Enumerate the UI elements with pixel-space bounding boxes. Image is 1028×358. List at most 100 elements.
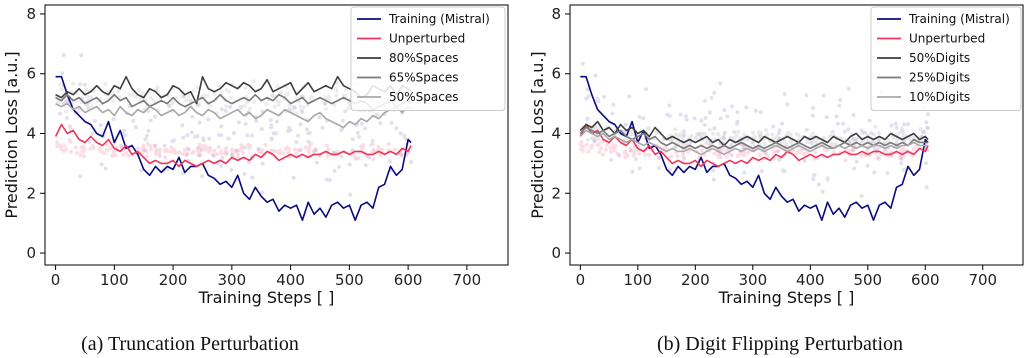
panel-caption: (a) Truncation Perturbation [81,333,299,355]
scatter-point [142,148,147,153]
scatter-point [859,128,864,133]
scatter-point [305,127,309,132]
scatter-point [75,150,80,155]
scatter-point [81,145,86,150]
scatter-point [317,115,322,120]
scatter-point [197,142,202,147]
scatter-point [291,105,296,110]
legend: Training (Mistral) Unperturbed 50%Digits 25… [870,6,1022,111]
scatter-point [811,173,816,178]
panel-digit-flipping: 0 100 200 300 400 500 600 700 0 2 4 6 8 Training Step… [528,4,1024,355]
scatter-point [759,131,764,136]
scatter-point [813,150,818,155]
scatter-point [195,149,200,154]
scatter-point [289,105,294,109]
scatter-point [580,149,585,154]
scatter-point [171,147,176,152]
scatter-point [920,130,925,135]
scatter-point [370,149,375,154]
scatter-point [85,94,90,99]
x-tick-label: 600 [394,271,423,289]
scatter-point [843,158,848,163]
scatter-point [182,148,187,153]
scatter-point [667,103,672,108]
scatter-point [206,148,211,152]
scatter-point [111,117,116,122]
scatter-point [230,150,235,155]
x-tick-label: 400 [796,271,825,289]
scatter-point [242,103,247,108]
scatter-point [924,161,929,166]
scatter-point [144,154,149,159]
legend-label: Unperturbed [909,32,985,46]
scatter-point [673,127,678,132]
scatter-point [751,130,755,135]
scatter-point [236,148,241,153]
scatter-point [578,147,583,152]
scatter-point [851,148,856,153]
scatter-point [286,150,291,155]
scatter-point [637,114,642,119]
scatter-point [87,96,92,101]
scatter-point [673,133,678,138]
scatter-point [810,113,815,118]
scatter-point [55,140,60,145]
scatter-point [628,132,632,137]
scatter-point [322,101,327,106]
x-axis-label: Training Steps [ ] [198,288,335,307]
scatter-point [287,147,292,152]
scatter-point [307,147,311,152]
axes-frame [44,4,509,266]
scatter-point [154,148,159,153]
scatter-point [228,105,233,109]
scatter-point [595,143,600,147]
scatter-point [136,146,141,151]
scatter-point [388,159,392,164]
scatter-point [269,125,274,130]
legend-label: 10%Digits [909,90,970,104]
scatter-point [584,142,589,147]
scatter-point [233,149,238,154]
scatter-point [753,108,758,113]
scatter-point [334,88,339,93]
scatter-point [838,98,843,103]
scatter-point [829,142,834,146]
scatter-point [291,175,296,180]
scatter-point [802,151,806,156]
scatter-point [654,130,659,135]
scatter-point [197,153,202,158]
scatter-point [219,149,223,154]
scatter-point [678,112,683,117]
scatter-point [177,150,182,155]
scatter-point [230,153,235,158]
scatter-point [901,154,906,159]
scatter-point [331,150,336,155]
scatter-point [898,155,903,160]
scatter-point [681,152,686,157]
scatter-point [174,95,179,100]
scatter-point [780,121,784,126]
scatter-point [81,154,86,159]
scatter-point [140,149,145,154]
scatter-point [876,131,881,136]
scatter-point [688,140,693,145]
scatter-point [277,151,282,156]
scatter-point [64,99,68,104]
scatter-point [376,147,381,152]
scatter-point [327,178,332,183]
scatter-point [64,147,69,152]
scatter-point [925,126,930,130]
x-axis-label: Training Steps [ ] [718,288,855,307]
y-tick-label: 0 [26,244,36,262]
scatter-point [340,127,344,132]
scatter-point [859,140,864,145]
scatter-point [55,144,60,148]
x-tick-label: 200 [681,271,710,289]
scatter-point [699,131,704,136]
scatter-point [212,148,217,153]
scatter-point [202,93,206,98]
scatter-point [198,153,203,158]
scatter-point [746,150,751,155]
scatter-point [680,136,685,141]
scatter-point [311,150,316,155]
